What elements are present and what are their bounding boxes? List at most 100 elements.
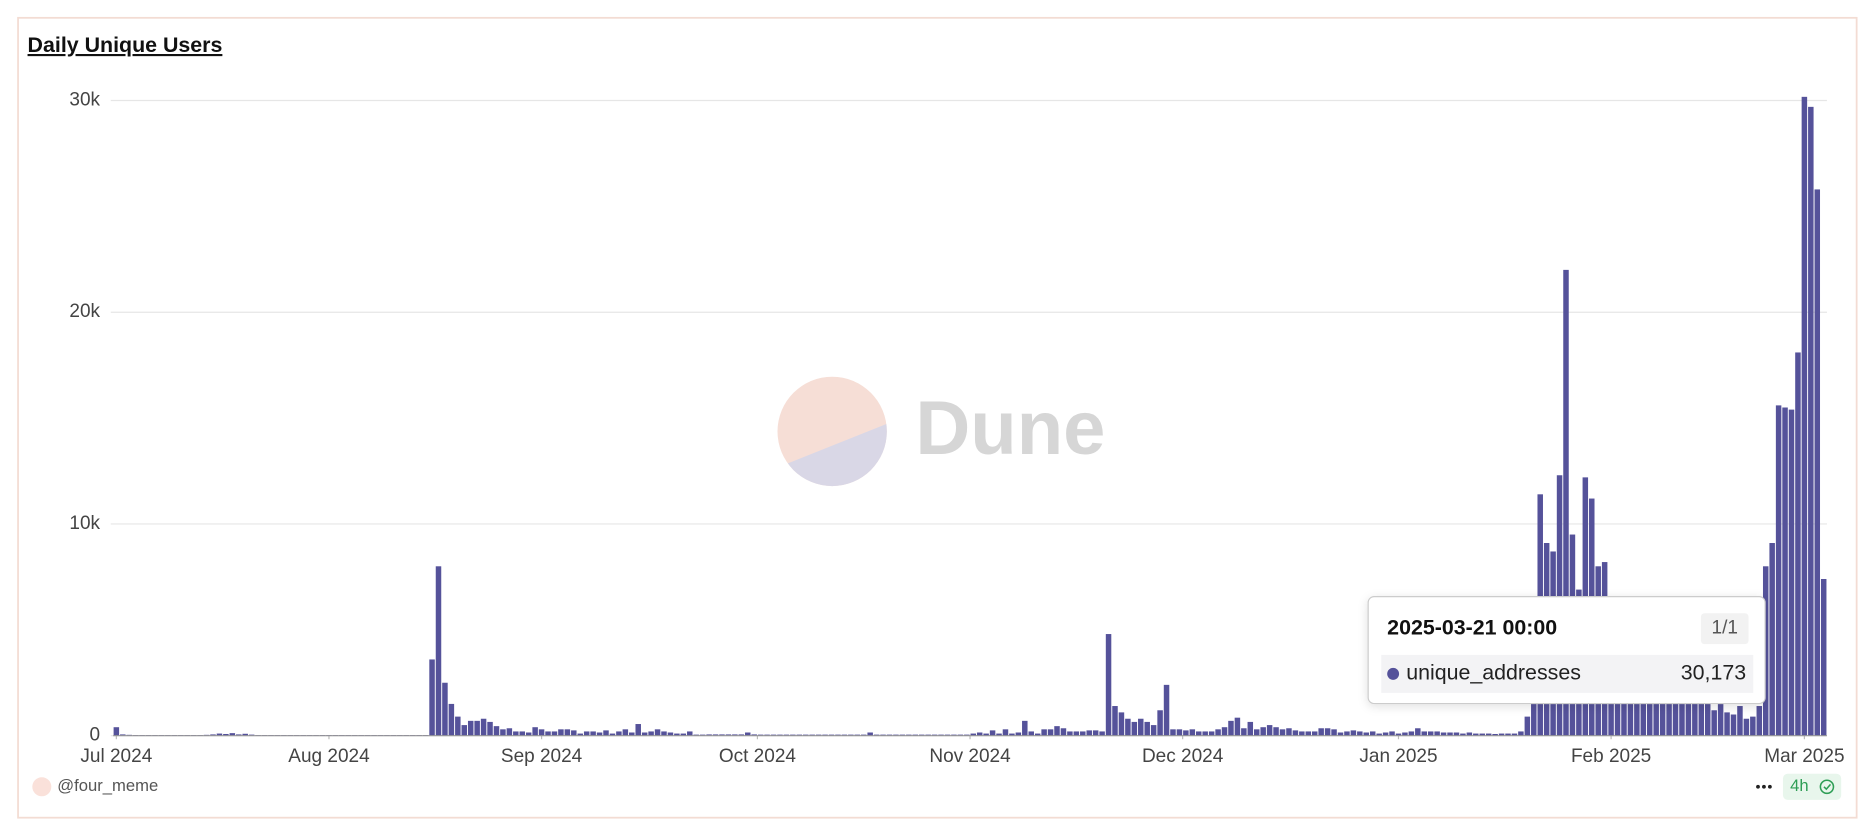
- x-tick-label: Jan 2025: [1359, 746, 1437, 767]
- bar: [641, 732, 648, 736]
- bar: [1196, 731, 1202, 736]
- bar: [1028, 731, 1034, 736]
- bar: [1402, 732, 1408, 736]
- bar: [654, 729, 661, 736]
- bar: [493, 726, 500, 736]
- bar: [1067, 731, 1073, 736]
- bar: [229, 733, 236, 736]
- bar: [1363, 732, 1370, 736]
- bar: [1685, 684, 1692, 736]
- bar: [1228, 720, 1234, 736]
- bar: [236, 734, 242, 736]
- bar: [1820, 578, 1827, 736]
- bar: [1054, 726, 1060, 736]
- bar: [738, 734, 745, 736]
- bar: [1299, 731, 1305, 736]
- bar: [1750, 716, 1756, 736]
- bar: [1247, 721, 1254, 736]
- bar: [1460, 733, 1466, 736]
- bar: [429, 659, 435, 736]
- refresh-text: 4h: [1790, 776, 1809, 795]
- bar: [609, 733, 616, 736]
- bar: [500, 729, 506, 736]
- bar: [461, 725, 468, 736]
- bar: [1434, 731, 1440, 736]
- chart-title[interactable]: Daily Unique Users: [28, 33, 223, 57]
- bar: [1331, 729, 1337, 736]
- bar: [1060, 728, 1067, 736]
- bar: [1440, 732, 1447, 736]
- bar: [976, 732, 983, 736]
- bar: [1131, 721, 1138, 736]
- bar: [1202, 731, 1208, 736]
- bar: [1415, 728, 1421, 736]
- bar: [1015, 732, 1022, 736]
- bar: [1215, 729, 1221, 736]
- bar: [455, 716, 461, 736]
- bar: [1208, 731, 1215, 736]
- bar: [1157, 710, 1163, 736]
- bar: [1395, 733, 1402, 736]
- y-tick-label: 30k: [69, 90, 100, 111]
- bar: [1324, 728, 1331, 736]
- bar: [525, 732, 532, 736]
- x-tick-label: Aug 2024: [288, 746, 370, 767]
- bar: [622, 729, 629, 736]
- bar: [1473, 733, 1479, 736]
- x-tick-label: Oct 2024: [719, 746, 797, 767]
- bar: [1427, 731, 1434, 736]
- watermark: Dune: [777, 376, 1105, 487]
- bar: [667, 732, 674, 736]
- bar: [1022, 720, 1028, 736]
- bar: [1318, 728, 1324, 736]
- bar: [648, 731, 654, 736]
- bar: [1814, 189, 1821, 736]
- bar: [629, 732, 635, 736]
- owner-avatar: [32, 777, 52, 797]
- bar: [1769, 543, 1775, 736]
- bar: [1376, 733, 1382, 736]
- bar: [1498, 733, 1505, 736]
- bar: [1311, 731, 1318, 736]
- bar: [590, 731, 596, 736]
- bar: [1279, 729, 1286, 736]
- bar: [1531, 682, 1537, 736]
- bar: [1337, 732, 1344, 736]
- x-tick-label: Nov 2024: [929, 746, 1011, 767]
- bar: [1138, 718, 1144, 736]
- bar: [1479, 733, 1485, 736]
- bar: [635, 724, 641, 736]
- bar: [1163, 684, 1170, 736]
- tooltip-swatch: [1387, 667, 1400, 680]
- bar: [1344, 731, 1350, 736]
- refresh-icon: [1819, 779, 1835, 795]
- y-tick-label: 10k: [69, 513, 100, 534]
- bar: [996, 733, 1002, 736]
- bar: [467, 720, 474, 736]
- bar: [1369, 731, 1376, 736]
- bar: [435, 566, 442, 736]
- bar: [210, 734, 216, 736]
- bar: [1492, 733, 1498, 736]
- tooltip-page-badge: [1700, 613, 1749, 645]
- bar: [1080, 731, 1086, 736]
- owner[interactable]: @four_meme: [57, 776, 158, 795]
- bar: [1505, 733, 1511, 736]
- bar: [1144, 721, 1150, 736]
- bar: [1260, 727, 1266, 736]
- bar: [1447, 732, 1453, 736]
- bar: [1518, 731, 1524, 736]
- tooltip-value: 30,173: [1681, 661, 1746, 685]
- x-tick-label: Dec 2024: [1142, 746, 1224, 767]
- menu-button[interactable]: [1756, 784, 1772, 789]
- tooltip-series: unique_addresses: [1406, 661, 1581, 685]
- bar: [545, 731, 551, 736]
- bar: [1724, 712, 1730, 736]
- bar: [1408, 731, 1415, 736]
- bar: [1292, 730, 1299, 736]
- bar: [1421, 731, 1427, 736]
- bar: [970, 733, 976, 736]
- bar: [1679, 682, 1685, 736]
